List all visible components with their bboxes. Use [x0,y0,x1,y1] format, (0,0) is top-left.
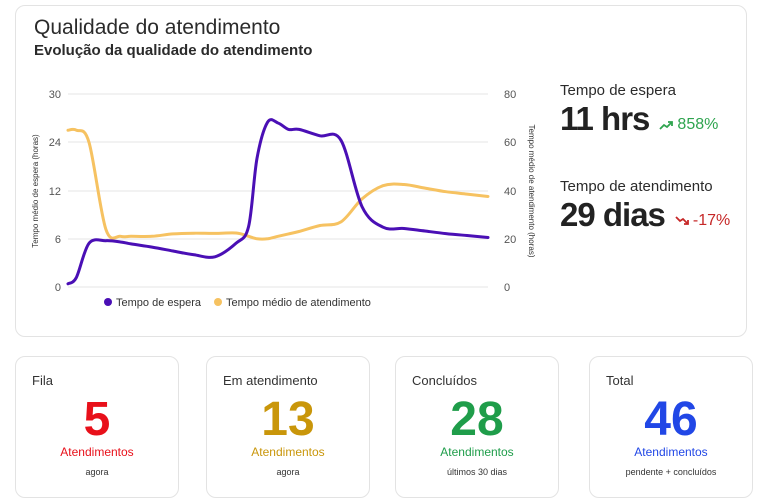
left-tick-label: 30 [49,89,61,101]
kpi-value: 46 [644,393,698,446]
kpi-note: agora [85,467,109,477]
kpi-value: 28 [450,393,504,446]
left-axis-title: Tempo médio de espera (horas) [31,134,40,248]
wait-time-value: 11 hrs [560,100,650,137]
kpi-card-total[interactable]: Total 46 Atendimentos pendente + concluí… [589,356,753,498]
wait-time-stat: Tempo de espera 11 hrs 858% [560,82,718,137]
right-tick-label: 0 [504,282,510,294]
kpi-label: Total [606,373,634,388]
right-tick-label: 20 [504,234,516,246]
quality-line-chart: 0 6 12 24 30 0 20 40 60 80 Tempo médio de espera (… [31,89,536,309]
trend-up-icon [659,121,674,130]
wait-time-label: Tempo de espera [560,82,676,99]
kpi-value: 5 [83,393,111,446]
attend-time-label: Tempo de atendimento [560,178,713,195]
kpi-card-em-atendimento[interactable]: Em atendimento 13 Atendimentos agora [206,356,370,498]
legend-tempo-de-espera-label: Tempo de espera [116,297,202,309]
kpi-note: pendente + concluídos [625,467,717,477]
legend-tempo-medio-de-atendimento-marker [214,298,222,306]
series-line-tempo-medio-de-atendimento [66,127,490,241]
kpi-unit: Atendimentos [60,445,134,459]
card-subtitle: Evolução da qualidade do atendimento [34,42,313,59]
series-line-tempo-de-espera [66,118,490,286]
wait-time-change: 858% [659,116,718,134]
kpi-note: últimos 30 dias [446,467,508,477]
legend-tempo-medio-de-atendimento-label: Tempo médio de atendimento [226,297,371,309]
left-tick-label: 24 [49,137,61,149]
attend-time-change-text: -17% [692,212,731,229]
right-tick-label: 60 [504,137,516,149]
attend-time-stat: Tempo de atendimento 29 dias -17% [560,178,730,233]
kpi-unit: Atendimentos [634,445,708,459]
quality-card: Qualidade do atendimento Evolução da qua… [15,5,747,337]
wait-time-change-text: 858% [677,116,719,133]
kpi-unit: Atendimentos [251,445,325,459]
right-tick-label: 40 [504,186,516,198]
kpi-note: agora [276,467,300,477]
card-title: Qualidade do atendimento [34,16,281,39]
legend-tempo-de-espera-marker [104,298,112,306]
trend-down-icon [675,216,689,225]
kpi-unit: Atendimentos [440,445,514,459]
kpi-label: Em atendimento [223,373,318,388]
kpi-value: 13 [261,393,315,446]
right-axis-title: Tempo médio de atendimento (horas) [527,125,536,258]
attend-time-value: 29 dias [560,196,666,233]
kpi-label: Concluídos [412,373,478,388]
kpi-label: Fila [32,373,53,388]
attend-time-change: -17% [675,212,730,230]
kpi-card-concluidos[interactable]: Concluídos 28 Atendimentos últimos 30 di… [395,356,559,498]
left-tick-label: 0 [55,282,61,294]
right-tick-label: 80 [504,89,516,101]
kpi-card-fila[interactable]: Fila 5 Atendimentos agora [15,356,179,498]
left-tick-label: 12 [49,186,61,198]
left-tick-label: 6 [55,234,61,246]
